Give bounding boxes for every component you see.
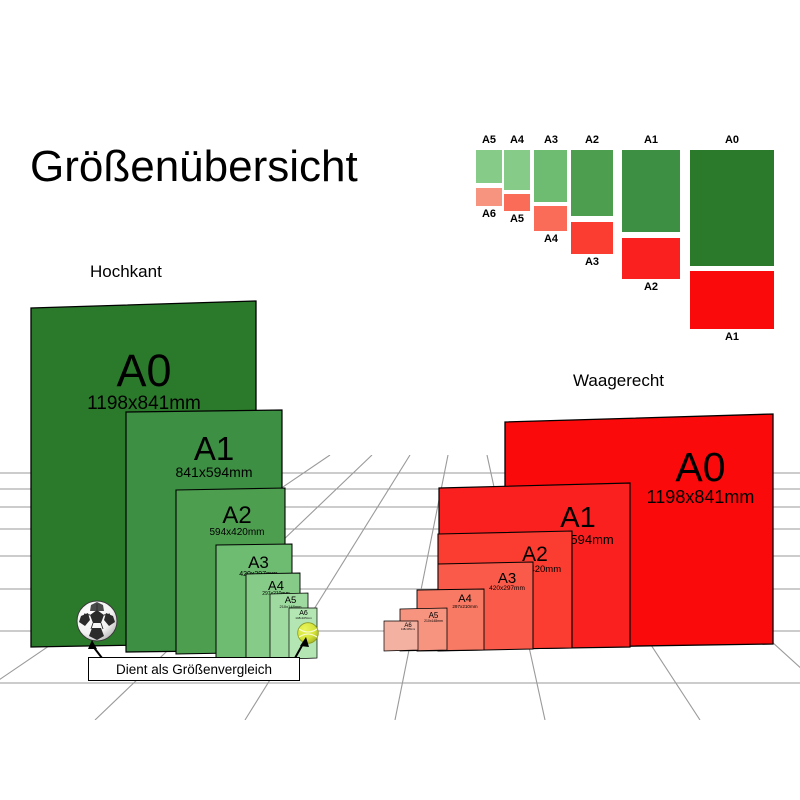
legend-landscape-label: A2 (643, 281, 659, 293)
portrait-section-label: Hochkant (90, 262, 162, 281)
tennis-ball-icon (297, 622, 319, 644)
legend-landscape-label: A1 (724, 331, 740, 343)
landscape-section-label: Waagerecht (573, 371, 665, 390)
legend-landscape-label: A4 (543, 233, 559, 245)
callout-arrows (70, 630, 330, 690)
legend-landscape-label: A6 (481, 208, 497, 220)
legend-landscape-rect-a4 (534, 206, 567, 231)
legend-portrait-label: A2 (584, 134, 600, 146)
legend-portrait-label: A1 (643, 134, 659, 146)
legend-landscape-rect-a2 (622, 238, 680, 279)
legend-portrait-label: A5 (481, 134, 497, 146)
legend-portrait-label: A3 (543, 134, 559, 146)
size-comparison-callout: Dient als Größenvergleich (88, 657, 300, 681)
soccer-ball-icon (76, 600, 118, 642)
legend-portrait-label: A4 (509, 134, 525, 146)
size-scale-legend: A5 A6 A4 A5 A3 A4 A2 A3 A1 (466, 134, 796, 366)
legend-portrait-label: A0 (724, 134, 740, 146)
legend-landscape-rect-a6 (476, 188, 502, 206)
legend-portrait-rect-a2 (571, 150, 613, 216)
legend-landscape-rect-a1 (690, 271, 774, 329)
legend-portrait-rect-a3 (534, 150, 567, 202)
landscape-sheet-a6: A6 148x105mm (383, 620, 420, 652)
legend-landscape-rect-a5 (504, 194, 530, 211)
page-title: Größenübersicht (30, 142, 358, 191)
legend-portrait-rect-a1 (622, 150, 680, 232)
legend-portrait-rect-a4 (504, 150, 530, 190)
legend-landscape-label: A3 (584, 256, 600, 268)
legend-landscape-rect-a3 (571, 222, 613, 254)
callout-text: Dient als Größenvergleich (115, 661, 273, 677)
legend-landscape-label: A5 (509, 213, 525, 225)
legend-portrait-rect-a0 (690, 150, 774, 266)
legend-portrait-rect-a5 (476, 150, 502, 183)
